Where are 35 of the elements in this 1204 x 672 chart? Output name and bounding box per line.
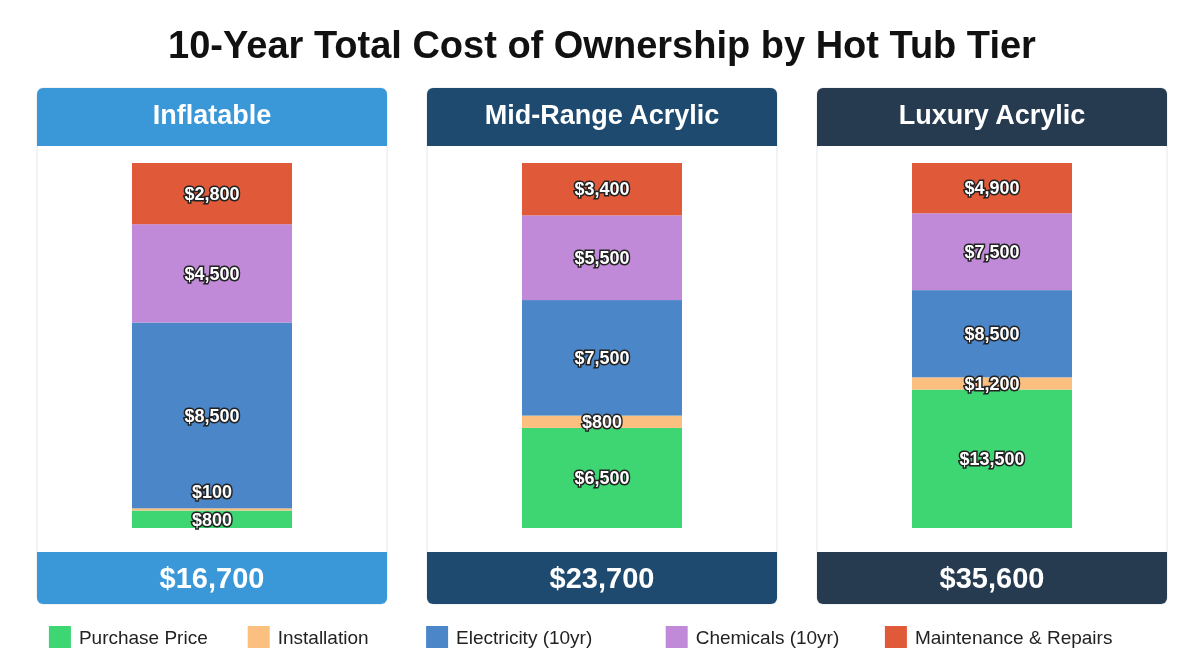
x-tick-label: Luxury Acrylic xyxy=(898,100,1086,130)
bar xyxy=(912,213,1072,291)
data-label: $100 xyxy=(191,481,233,502)
bar xyxy=(132,322,292,509)
data-label: $6,500 xyxy=(574,468,630,489)
data-label: $800 xyxy=(581,412,623,433)
legend-label: Purchase Price xyxy=(78,626,208,648)
text: 10-Year Total Cost of Ownership by Hot Tub Tier xyxy=(168,24,1037,66)
bar xyxy=(132,163,292,225)
bar xyxy=(912,290,1072,378)
data-label: $7,500 xyxy=(574,348,630,369)
legend-label: Maintenance & Repairs xyxy=(914,626,1113,648)
data-label: $2,800 xyxy=(184,183,240,204)
data-label: $8,500 xyxy=(184,405,240,426)
data-label: $800 xyxy=(191,509,233,530)
legend-label: Installation xyxy=(277,626,369,648)
legend-label: Electricity (10yr) xyxy=(456,626,593,648)
bar xyxy=(132,508,292,511)
x-tick-label: Mid-Range Acrylic xyxy=(484,100,720,130)
bar xyxy=(522,215,682,301)
bar xyxy=(132,224,292,323)
data-label: $4,500 xyxy=(184,263,240,284)
data-label: $5,500 xyxy=(574,248,630,269)
data-label: $3,400 xyxy=(574,179,630,200)
total-label: $16,700 xyxy=(159,562,265,594)
data-label: $1,200 xyxy=(964,373,1020,394)
legend-label: Chemicals (10yr) xyxy=(695,626,840,648)
total-label: $23,700 xyxy=(549,562,655,594)
total-label: $35,600 xyxy=(939,562,1045,594)
data-label: $4,900 xyxy=(964,178,1020,199)
x-tick-label: Inflatable xyxy=(152,100,272,130)
data-label: $13,500 xyxy=(959,449,1025,470)
bar xyxy=(522,300,682,416)
data-label: $7,500 xyxy=(964,241,1020,262)
data-label: $8,500 xyxy=(964,324,1020,345)
